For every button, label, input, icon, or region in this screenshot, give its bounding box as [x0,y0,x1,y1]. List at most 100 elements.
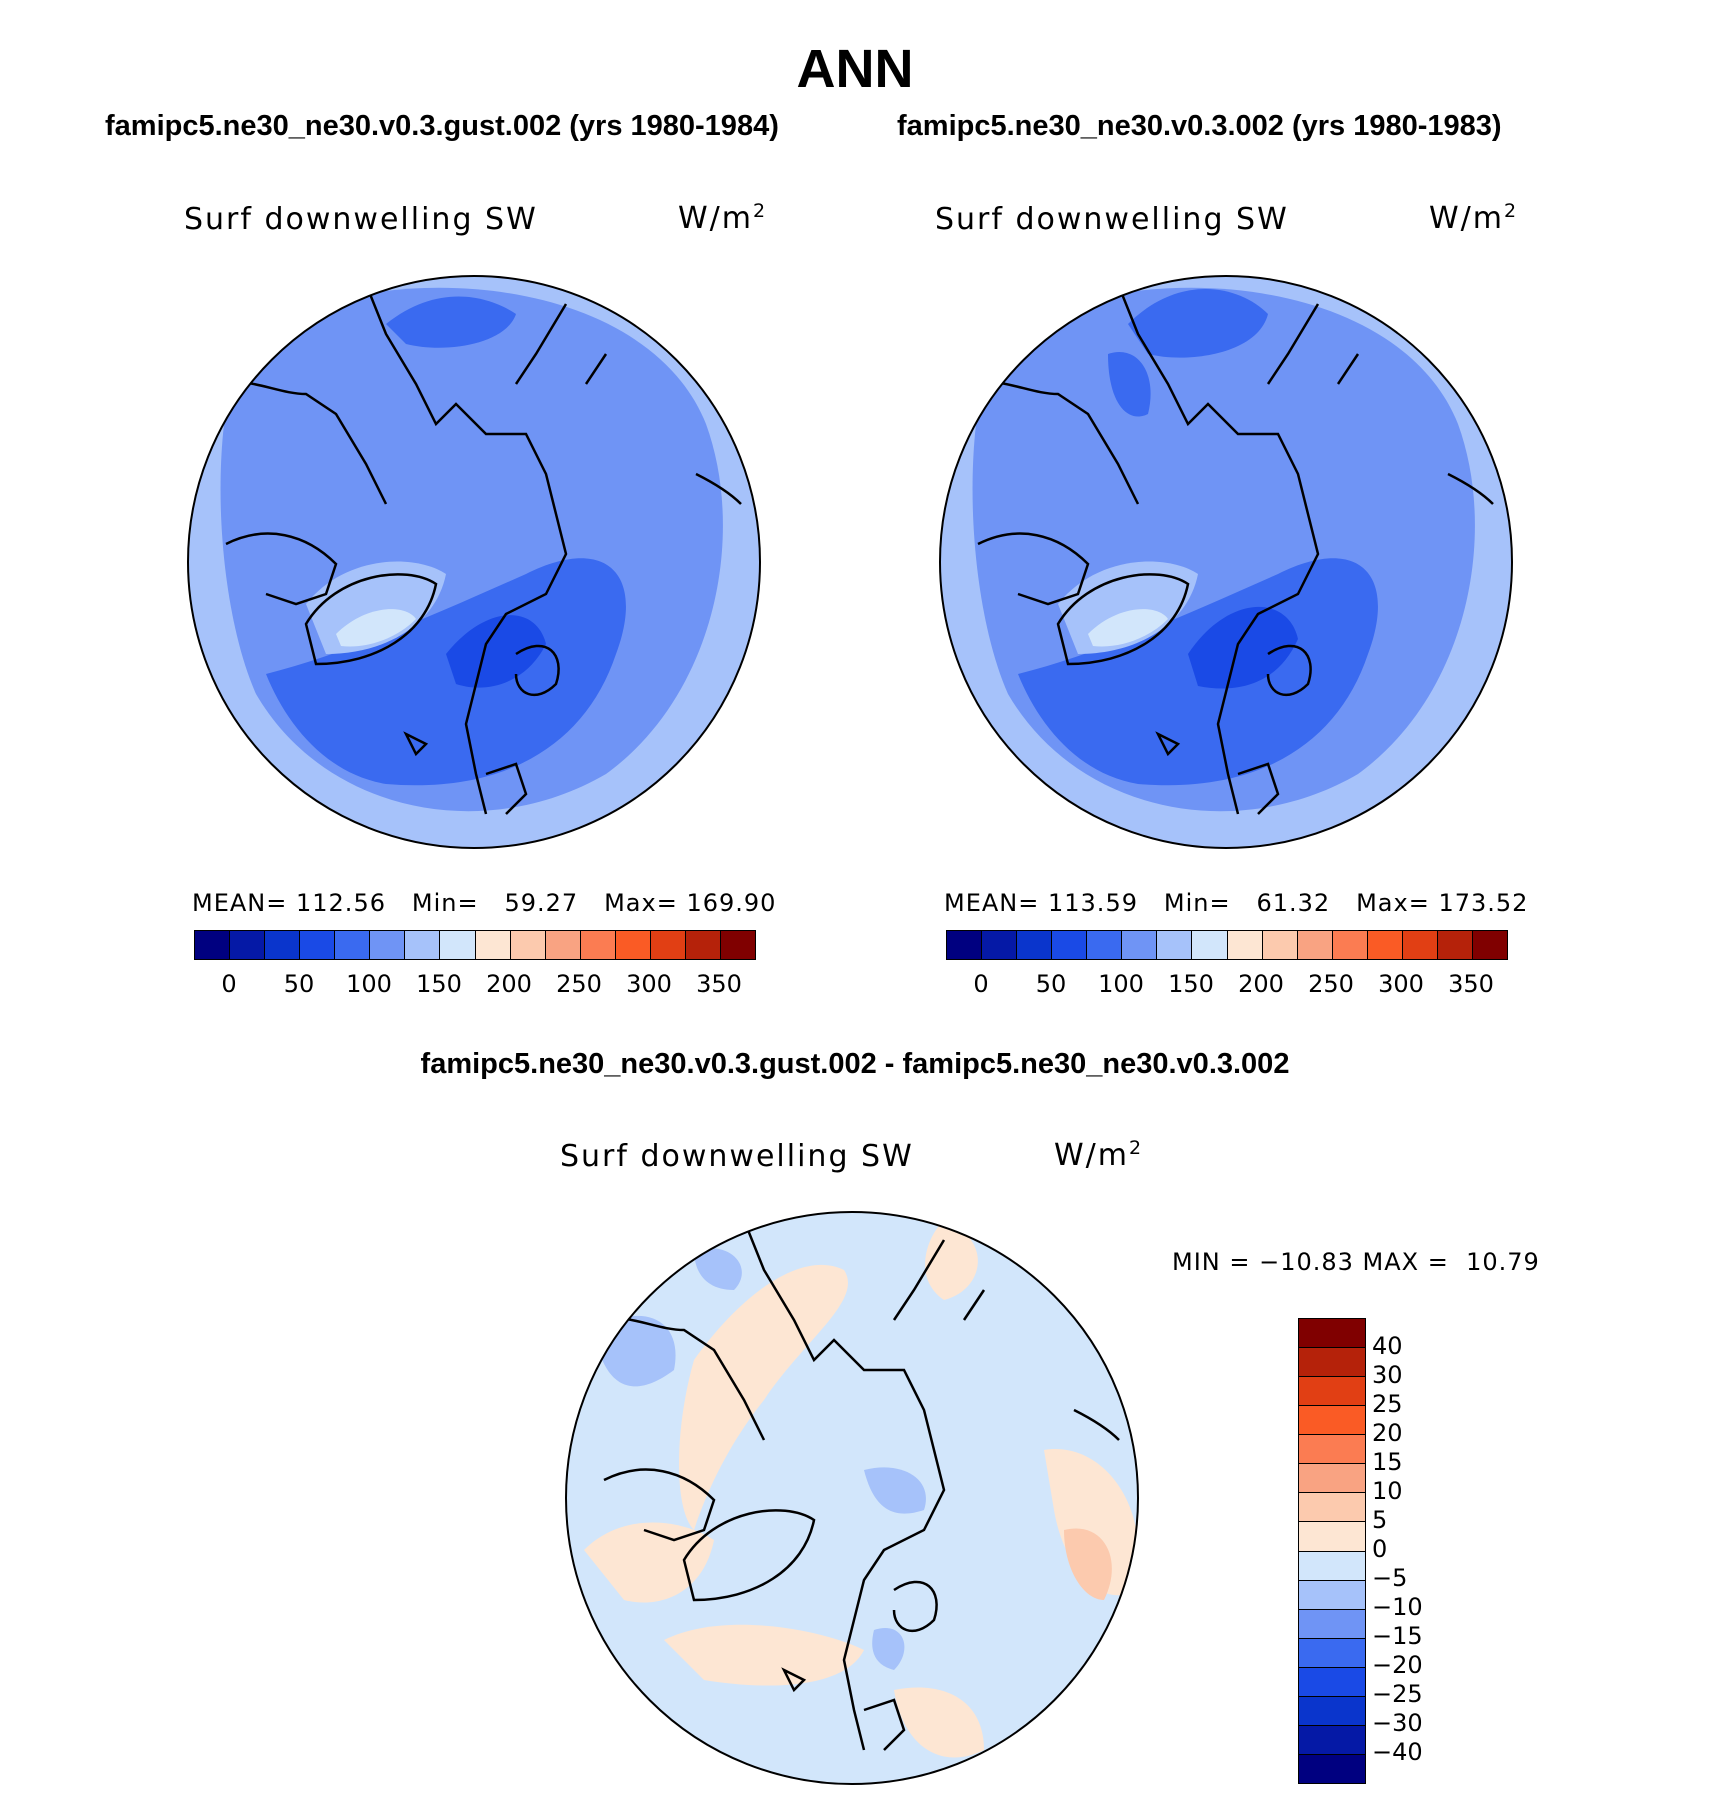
diff-colorbar-tick-label: 10 [1372,1477,1403,1505]
panel2-stats: MEAN= 113.59 Min= 61.32 Max= 173.52 [944,889,1528,917]
panel2-colorbar [946,930,1508,960]
panel1-colorbar-swatch [684,931,720,959]
panel2-colorbar-swatch [1401,931,1437,959]
panel1-stats: MEAN= 112.56 Min= 59.27 Max= 169.90 [192,889,776,917]
panel2-colorbar-swatch [1121,931,1157,959]
panel2-colorbar-tick-label: 150 [1168,970,1214,998]
panel2-colorbar-tick-label: 100 [1098,970,1144,998]
diff-colorbar-swatch [1299,1521,1365,1551]
diff-units-base: W/m [1054,1138,1129,1173]
panel2-colorbar-swatch [1296,931,1332,959]
panel2-colorbar-tick-label: 200 [1238,970,1284,998]
panel1-case-title: famipc5.ne30_ne30.v0.3.gust.002 (yrs 198… [105,110,779,142]
panel2-colorbar-swatch [1471,931,1507,959]
panel1-colorbar-swatch [229,931,265,959]
panel2-colorbar-tick-label: 350 [1448,970,1494,998]
panel1-colorbar-labels: 0 50 100 150 200 250 300 350 [194,970,756,1000]
panel2-units-exp: 2 [1504,200,1519,222]
panel1-colorbar-tick-label: 350 [696,970,742,998]
panel2-mean-value: 113.59 [1048,889,1138,917]
panel1-colorbar-swatch [544,931,580,959]
diff-map [565,1211,1139,1785]
panel1-colorbar [194,930,756,960]
panel1-colorbar-swatch [719,931,755,959]
panel1-colorbar-tick-label: 200 [486,970,532,998]
panel2-colorbar-tick-label: 250 [1308,970,1354,998]
panel1-colorbar-tick-label: 150 [416,970,462,998]
diff-colorbar-swatch [1299,1637,1365,1667]
panel2-colorbar-swatch [1331,931,1367,959]
diff-colorbar-tick-label: 15 [1372,1448,1403,1476]
panel2-colorbar-swatch [1226,931,1262,959]
diff-colorbar-tick-label: 5 [1372,1506,1388,1534]
diff-colorbar-swatch [1299,1666,1365,1696]
panel1-units-base: W/m [678,201,753,236]
panel2-units-label: W/m2 [1429,200,1518,236]
panel1-units-exp: 2 [753,200,768,222]
diff-stats: MIN = −10.83 MAX = 10.79 [1172,1248,1540,1276]
panel1-colorbar-swatch [649,931,685,959]
diff-units-label: W/m2 [1054,1137,1143,1173]
diff-colorbar-swatch [1299,1492,1365,1522]
diff-colorbar-tick-label: 0 [1372,1535,1388,1563]
diff-colorbar-tick-label: −40 [1372,1738,1423,1766]
panel1-colorbar-swatch [474,931,510,959]
diff-colorbar-tick-label: −20 [1372,1651,1423,1679]
diff-colorbar-tick-label: −30 [1372,1709,1423,1737]
panel1-colorbar-swatch [439,931,475,959]
diff-colorbar-swatch [1299,1319,1365,1348]
diff-colorbar-labels: 40 30 25 20 15 10 5 0 −5 −10 −15 −20 −25 −30 −40 [1372,1318,1452,1784]
panel1-colorbar-tick-label: 250 [556,970,602,998]
panel1-colorbar-swatch [334,931,370,959]
panel1-colorbar-tick-label: 100 [346,970,392,998]
diff-colorbar-swatch [1299,1550,1365,1580]
diff-colorbar-tick-label: −25 [1372,1680,1423,1708]
panel2-colorbar-labels: 0 50 100 150 200 250 300 350 [946,970,1508,1000]
panel1-min-label: Min= [411,889,479,917]
diff-case-title: famipc5.ne30_ne30.v0.3.gust.002 - famipc… [420,1048,1290,1080]
diff-colorbar-tick-label: −15 [1372,1622,1423,1650]
panel2-units-base: W/m [1429,201,1504,236]
panel1-variable-label: Surf downwelling SW [184,202,538,237]
diff-colorbar-swatch [1299,1695,1365,1725]
panel1-units-label: W/m2 [678,200,767,236]
panel1-min-value: 59.27 [504,889,579,917]
panel2-colorbar-tick-label: 300 [1378,970,1424,998]
panel2-colorbar-swatch [981,931,1017,959]
panel1-max-value: 169.90 [686,889,777,917]
diff-colorbar-swatch [1299,1463,1365,1493]
panel2-map [939,275,1513,849]
panel2-colorbar-swatch [947,931,982,959]
panel2-colorbar-swatch [1051,931,1087,959]
diff-colorbar-swatch [1299,1724,1365,1754]
panel1-colorbar-swatch [264,931,300,959]
panel2-case-title: famipc5.ne30_ne30.v0.3.002 (yrs 1980-198… [897,110,1502,142]
diff-colorbar-swatch [1299,1579,1365,1609]
panel1-colorbar-tick-label: 0 [221,970,237,998]
panel1-colorbar-swatch [579,931,615,959]
panel2-colorbar-tick-label: 50 [1035,970,1067,998]
diff-colorbar-tick-label: 25 [1372,1390,1403,1418]
diff-colorbar-swatch [1299,1753,1365,1783]
panel2-colorbar-swatch [1086,931,1122,959]
panel2-variable-label: Surf downwelling SW [935,202,1289,237]
panel1-mean-label: MEAN= [192,889,288,917]
panel2-min-label: Min= [1163,889,1231,917]
panel1-map [187,275,761,849]
panel1-colorbar-swatch [195,931,230,959]
panel2-colorbar-swatch [1191,931,1227,959]
panel1-colorbar-swatch [369,931,405,959]
panel1-mean-value: 112.56 [296,889,386,917]
figure-title: ANN [796,39,914,99]
diff-colorbar-tick-label: 30 [1372,1361,1403,1389]
diff-colorbar-swatch [1299,1347,1365,1377]
panel1-colorbar-swatch [509,931,545,959]
diff-colorbar-tick-label: 40 [1372,1332,1403,1360]
panel2-min-value: 61.32 [1256,889,1331,917]
panel1-colorbar-tick-label: 50 [283,970,315,998]
diff-colorbar-tick-label: −5 [1372,1564,1408,1592]
panel2-colorbar-tick-label: 0 [973,970,989,998]
diff-colorbar-swatch [1299,1608,1365,1638]
panel1-colorbar-swatch [614,931,650,959]
diff-colorbar-tick-label: 20 [1372,1419,1403,1447]
